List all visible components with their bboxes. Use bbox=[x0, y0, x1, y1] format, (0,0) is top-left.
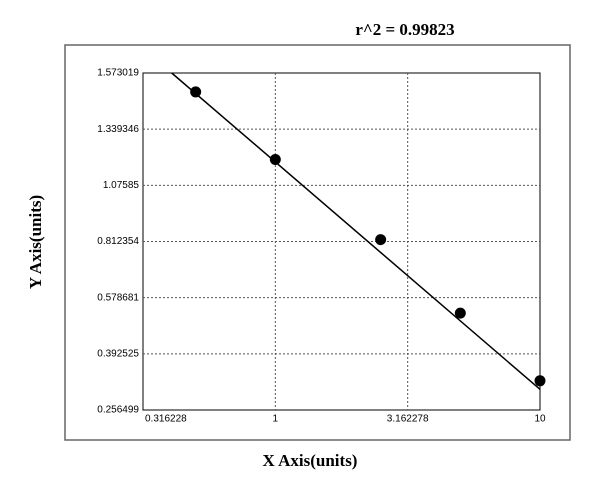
y-tick-label: 0.392525 bbox=[97, 348, 139, 359]
x-axis-label: X Axis(units) bbox=[263, 451, 358, 470]
data-point bbox=[454, 307, 466, 319]
y-tick-label: 1.07585 bbox=[103, 180, 140, 191]
y-axis-label: Y Axis(units) bbox=[26, 195, 45, 289]
y-tick-label: 0.256499 bbox=[97, 405, 139, 416]
chart-title: r^2 = 0.99823 bbox=[355, 20, 454, 39]
y-tick-label: 1.339346 bbox=[97, 124, 139, 135]
y-tick-label: 0.578681 bbox=[97, 292, 139, 303]
x-tick-label: 1 bbox=[273, 414, 279, 425]
x-tick-label: 0.316228 bbox=[145, 414, 187, 425]
x-tick-label: 3.162278 bbox=[387, 414, 429, 425]
data-point bbox=[534, 375, 546, 387]
data-point bbox=[269, 153, 281, 165]
data-point bbox=[375, 234, 387, 246]
chart-frame bbox=[64, 44, 571, 441]
y-tick-label: 0.812354 bbox=[97, 236, 139, 247]
fit-line bbox=[171, 72, 541, 390]
y-tick-label: 1.573019 bbox=[97, 68, 139, 79]
data-point bbox=[190, 86, 202, 98]
x-tick-label: 10 bbox=[534, 414, 546, 425]
